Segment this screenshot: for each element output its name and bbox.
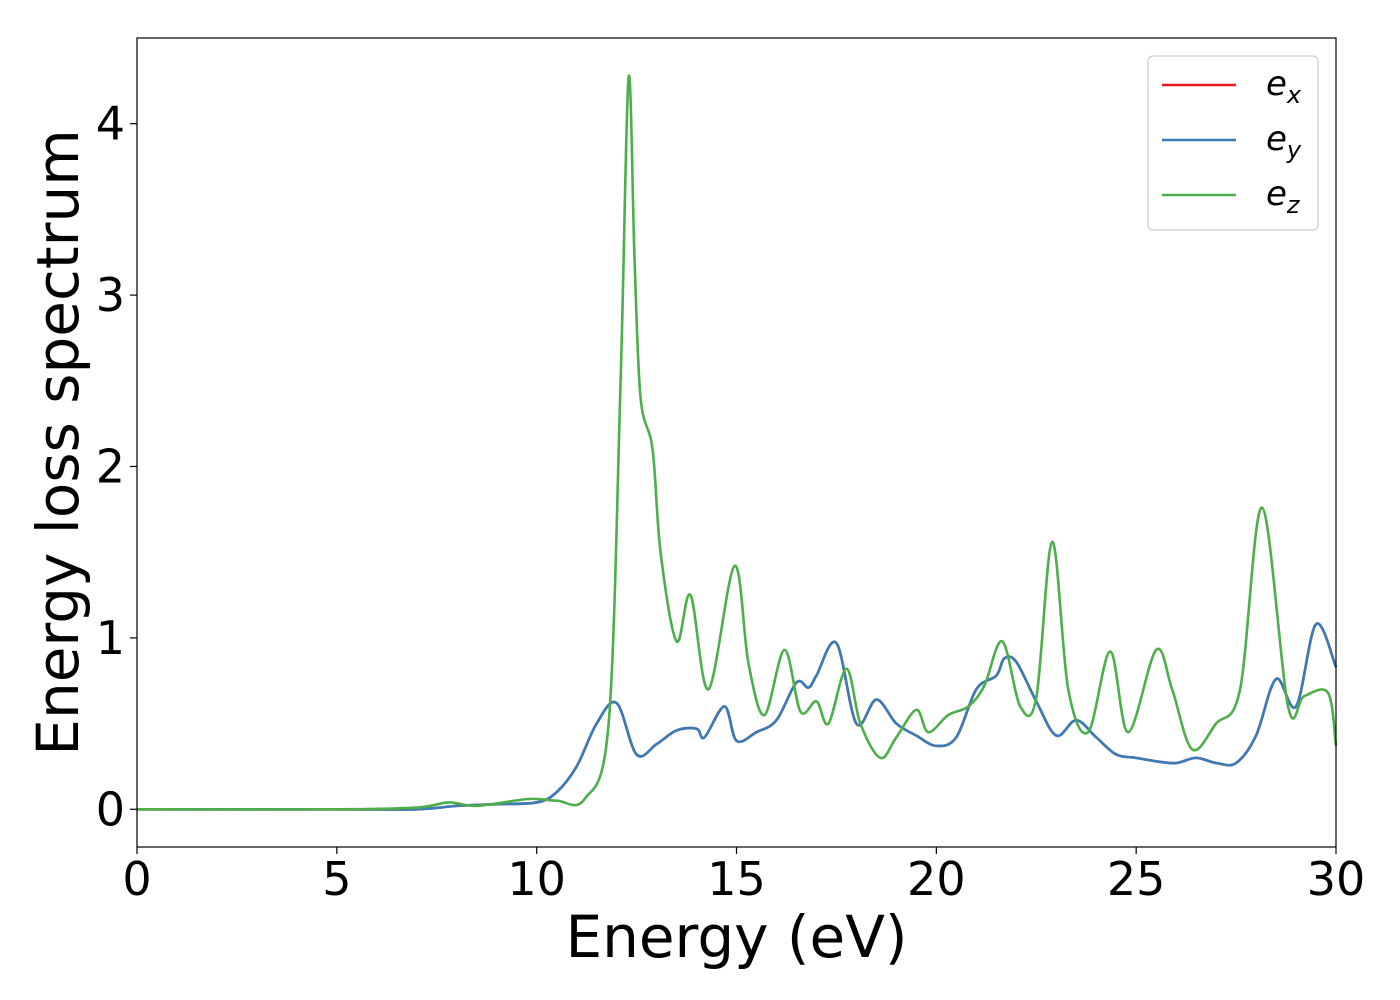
legend-label-base: e	[1266, 174, 1287, 214]
legend-label-base: e	[1266, 64, 1287, 104]
legend-label-ez: ez	[1266, 174, 1301, 219]
plot-lines	[136, 74, 1338, 811]
legend-box	[1147, 55, 1319, 231]
y-tick-label: 2	[96, 439, 125, 493]
legend-label-base: e	[1266, 119, 1287, 159]
x-tick-label: 5	[322, 852, 351, 906]
y-tick-label: 0	[96, 782, 125, 836]
x-tick-label: 30	[1307, 852, 1366, 906]
x-tick-label: 15	[707, 852, 766, 906]
x-axis-label: Energy (eV)	[565, 903, 907, 971]
x-tick-label: 10	[507, 852, 566, 906]
legend-label-ex: ex	[1266, 64, 1302, 109]
legend-label-ey: ey	[1266, 119, 1302, 164]
y-axis-label: Energy loss spectrum	[24, 129, 92, 755]
series-line-ez	[136, 74, 1338, 811]
y-tick-label: 3	[96, 268, 125, 322]
legend-label-subscript: x	[1286, 81, 1302, 109]
y-tick-label: 4	[96, 97, 125, 151]
legend-label-subscript: z	[1286, 191, 1301, 219]
y-tick-label: 1	[96, 611, 125, 665]
x-tick-label: 20	[907, 852, 966, 906]
series-line-ey	[137, 622, 1338, 811]
x-tick-label: 25	[1107, 852, 1166, 906]
x-tick-label: 0	[122, 852, 151, 906]
x-axis-ticks: 0 5 10 15 20 25 30	[122, 847, 1365, 906]
y-axis-ticks: 0 1 2 3 4	[96, 97, 137, 836]
legend-label-subscript: y	[1286, 136, 1302, 164]
